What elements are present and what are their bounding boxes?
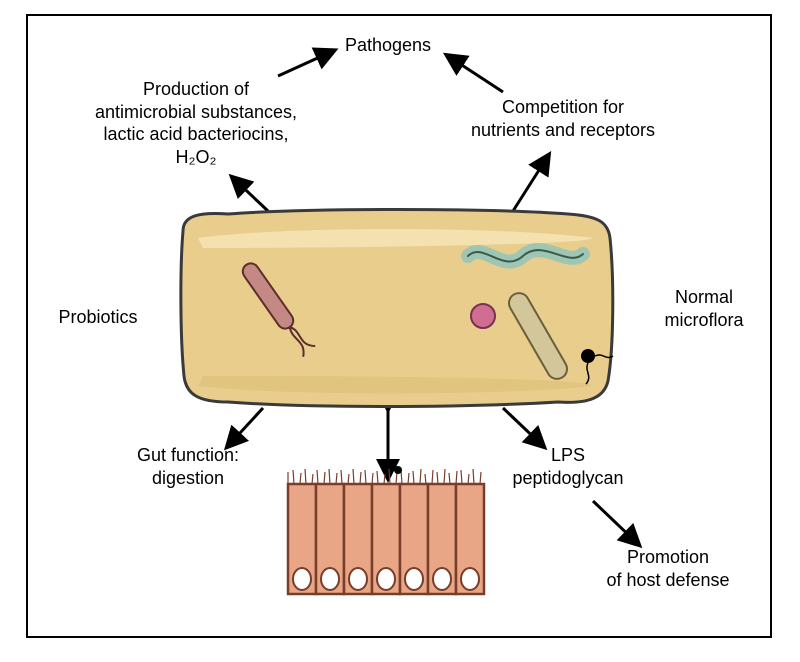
epithelial-cells: [288, 466, 484, 594]
arrow-up-left: [233, 178, 268, 211]
arrow-promotion: [593, 501, 638, 544]
diagram-svg: [28, 16, 770, 636]
lumen-block: [181, 210, 613, 407]
arrow-lps: [503, 408, 543, 446]
arrow-antimicrobial-pathogens: [278, 51, 333, 76]
arrow-competition-pathogens: [448, 56, 503, 92]
arrow-up-right: [513, 156, 548, 211]
arrow-gut: [228, 408, 263, 446]
diagram-frame: Pathogens Production of antimicrobial su…: [26, 14, 772, 638]
pink-coccus: [471, 304, 495, 328]
